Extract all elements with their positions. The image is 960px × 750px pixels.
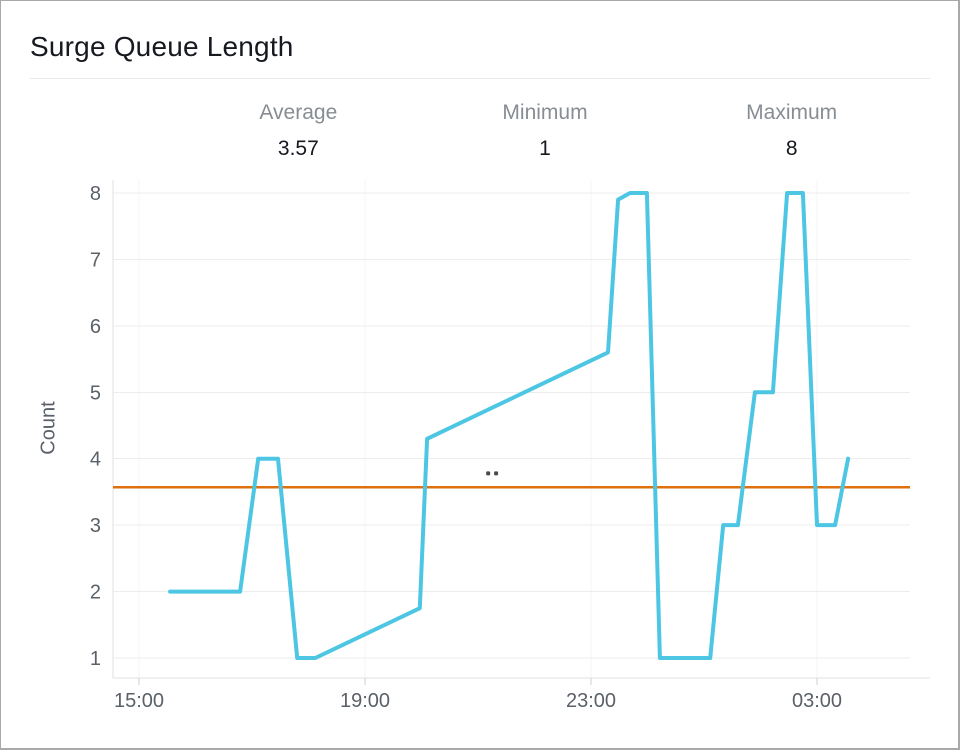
- title-divider: [30, 78, 930, 79]
- y-tick-label: 3: [90, 515, 101, 537]
- x-tick-label: 03:00: [792, 690, 842, 712]
- x-tick-label: 15:00: [114, 690, 164, 712]
- y-tick-label: 4: [90, 449, 101, 471]
- x-tick-label: 23:00: [566, 690, 616, 712]
- page-title: Surge Queue Length: [30, 31, 294, 62]
- y-tick-label: 5: [90, 382, 101, 404]
- stat-maximum: Maximum 8: [668, 101, 915, 161]
- stat-minimum-label: Minimum: [502, 101, 588, 124]
- stat-average: Average 3.57: [175, 101, 422, 161]
- y-tick-label: 8: [90, 183, 101, 205]
- y-tick-label: 7: [90, 249, 101, 271]
- stat-average-label: Average: [259, 101, 338, 124]
- cursor-dot: [486, 471, 491, 476]
- x-tick-label: 19:00: [340, 690, 390, 712]
- y-tick-label: 2: [90, 582, 101, 604]
- stat-maximum-label: Maximum: [746, 101, 838, 124]
- y-tick-label: 1: [90, 648, 101, 670]
- stat-average-value: 3.57: [277, 137, 319, 160]
- stat-minimum: Minimum 1: [422, 101, 669, 161]
- stat-minimum-value: 1: [539, 137, 551, 160]
- series-line: [168, 191, 851, 660]
- stats-row: Average 3.57 Minimum 1 Maximum 8: [175, 101, 915, 161]
- cursor-dot: [494, 471, 499, 476]
- y-tick-label: 6: [90, 316, 101, 338]
- stat-maximum-value: 8: [785, 137, 798, 160]
